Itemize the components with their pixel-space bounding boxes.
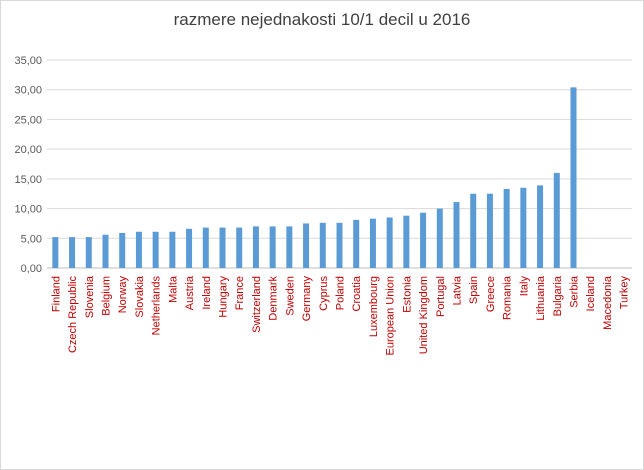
bar <box>553 172 560 268</box>
y-tick-label: 5,00 <box>21 233 42 245</box>
bar <box>202 227 209 268</box>
bar <box>486 193 493 268</box>
x-tick-label: Greece <box>485 276 497 312</box>
bar <box>152 231 159 268</box>
x-tick-label: Serbia <box>569 275 581 308</box>
bar <box>537 185 544 268</box>
x-tick-label: Cyprus <box>318 276 330 311</box>
bar <box>336 222 343 268</box>
x-tick-label: Latvia <box>452 275 464 305</box>
bar <box>169 231 176 268</box>
bar <box>403 215 410 268</box>
x-tick-label: Switzerland <box>251 276 263 333</box>
bar <box>503 188 510 268</box>
x-tick-label: Italy <box>518 276 530 297</box>
bar <box>85 237 92 268</box>
bar <box>369 218 376 268</box>
x-tick-label: Macedonia <box>602 275 614 330</box>
bar <box>102 234 109 268</box>
x-tick-label: Germany <box>301 276 313 322</box>
x-tick-label: Denmark <box>268 276 280 321</box>
x-tick-label: Portugal <box>435 276 447 317</box>
y-tick-label: 0,00 <box>21 263 42 275</box>
bar <box>135 231 142 268</box>
x-tick-label: Netherlands <box>151 276 163 336</box>
y-tick-label: 30,00 <box>14 85 42 97</box>
bar <box>420 212 427 268</box>
x-tick-label: Bulgaria <box>552 275 564 316</box>
x-tick-label: Slovakia <box>134 275 146 317</box>
bar <box>570 87 577 268</box>
x-tick-label: Iceland <box>585 276 597 311</box>
bar <box>69 237 76 268</box>
bar <box>252 226 259 268</box>
bar <box>386 217 393 268</box>
chart-title: razmere nejednakosti 10/1 decil u 2016 <box>173 10 471 29</box>
x-tick-label: European Union <box>385 276 397 356</box>
x-tick-label: Lithuania <box>535 275 547 321</box>
y-tick-label: 20,00 <box>14 144 42 156</box>
bar <box>119 232 126 268</box>
y-tick-label: 10,00 <box>14 204 42 216</box>
bar <box>353 219 360 268</box>
bar <box>453 202 460 268</box>
x-tick-label: Finland <box>50 276 62 312</box>
y-tick-label: 35,00 <box>14 55 42 67</box>
x-tick-label: Slovenia <box>84 275 96 318</box>
bar <box>303 223 310 268</box>
x-tick-label: Turkey <box>619 276 631 310</box>
bar <box>319 222 326 268</box>
x-tick-label: United Kingdom <box>418 276 430 354</box>
x-tick-label: Romania <box>502 275 514 320</box>
x-tick-label: Belgium <box>101 276 113 316</box>
x-tick-label: Poland <box>335 276 347 310</box>
bar <box>52 237 59 268</box>
bar <box>186 228 193 268</box>
bar <box>520 187 527 268</box>
bar <box>269 226 276 268</box>
x-tick-label: Luxembourg <box>368 276 380 337</box>
x-tick-label: Estonia <box>401 275 413 313</box>
bar <box>236 227 243 268</box>
x-tick-label: Spain <box>468 276 480 304</box>
x-tick-label: Czech Republic <box>67 276 79 354</box>
x-tick-label: Austria <box>184 275 196 310</box>
y-tick-label: 25,00 <box>14 114 42 126</box>
x-tick-label: Ireland <box>201 276 213 310</box>
bar <box>219 227 226 268</box>
bar <box>470 193 477 268</box>
bar <box>436 208 443 268</box>
x-tick-label: Malta <box>167 275 179 303</box>
bar <box>286 226 293 268</box>
x-tick-label: Hungary <box>218 276 230 318</box>
x-tick-label: Norway <box>117 276 129 314</box>
x-tick-label: Croatia <box>351 275 363 311</box>
x-tick-label: Sweden <box>284 276 296 316</box>
y-tick-label: 15,00 <box>14 174 42 186</box>
x-tick-label: France <box>234 276 246 310</box>
